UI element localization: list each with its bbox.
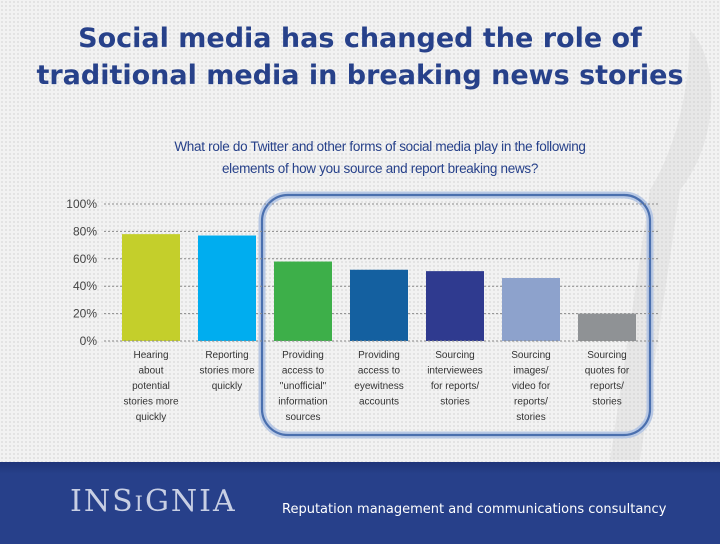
category-label: Sourcing interviewees for reports/stories xyxy=(427,350,483,408)
category-label: Reporting stories more quickly xyxy=(199,350,254,392)
category-label: Sourcing quotes for reports/stories xyxy=(585,350,630,408)
y-tick-label: 20% xyxy=(73,307,97,321)
bar xyxy=(274,261,332,341)
category-label: Providing access to "unofficial" informatio… xyxy=(278,350,327,423)
y-tick-label: 60% xyxy=(73,252,97,266)
footer-tagline: Reputation management and communications… xyxy=(282,502,667,517)
title-line-2: traditional media in breaking news stori… xyxy=(36,60,684,91)
y-tick-label: 80% xyxy=(73,224,97,238)
y-tick-label: 0% xyxy=(80,334,98,348)
subtitle-line-1: What role do Twitter and other forms of … xyxy=(174,139,586,154)
category-label: Providing access to eyewitness accounts xyxy=(354,350,403,408)
highlight-box xyxy=(260,193,652,437)
title-line-1: Social media has changed the role of xyxy=(78,23,642,54)
category-label: Hearing about potential stories more quickly xyxy=(123,350,178,423)
footer-band xyxy=(0,462,720,474)
slide-title: Social media has changed the role of tra… xyxy=(0,20,720,94)
bar xyxy=(198,235,256,341)
bar-chart: 0% 20% 40% 60% 80% 100% Hearing about potential s… xyxy=(66,191,660,439)
bar xyxy=(122,234,180,341)
bar xyxy=(350,269,408,341)
bar xyxy=(578,313,636,341)
y-tick-label: 40% xyxy=(73,279,97,293)
subtitle-line-2: elements of how you source and report br… xyxy=(221,161,539,176)
insignia-logo: INSiGNIA xyxy=(70,484,237,519)
category-label: Sourcing images/video for reports/stories xyxy=(511,350,551,423)
y-tick-label: 100% xyxy=(66,197,97,211)
bar xyxy=(502,277,560,341)
bar xyxy=(426,271,484,341)
chart-subtitle: What role do Twitter and other forms of … xyxy=(130,136,630,180)
